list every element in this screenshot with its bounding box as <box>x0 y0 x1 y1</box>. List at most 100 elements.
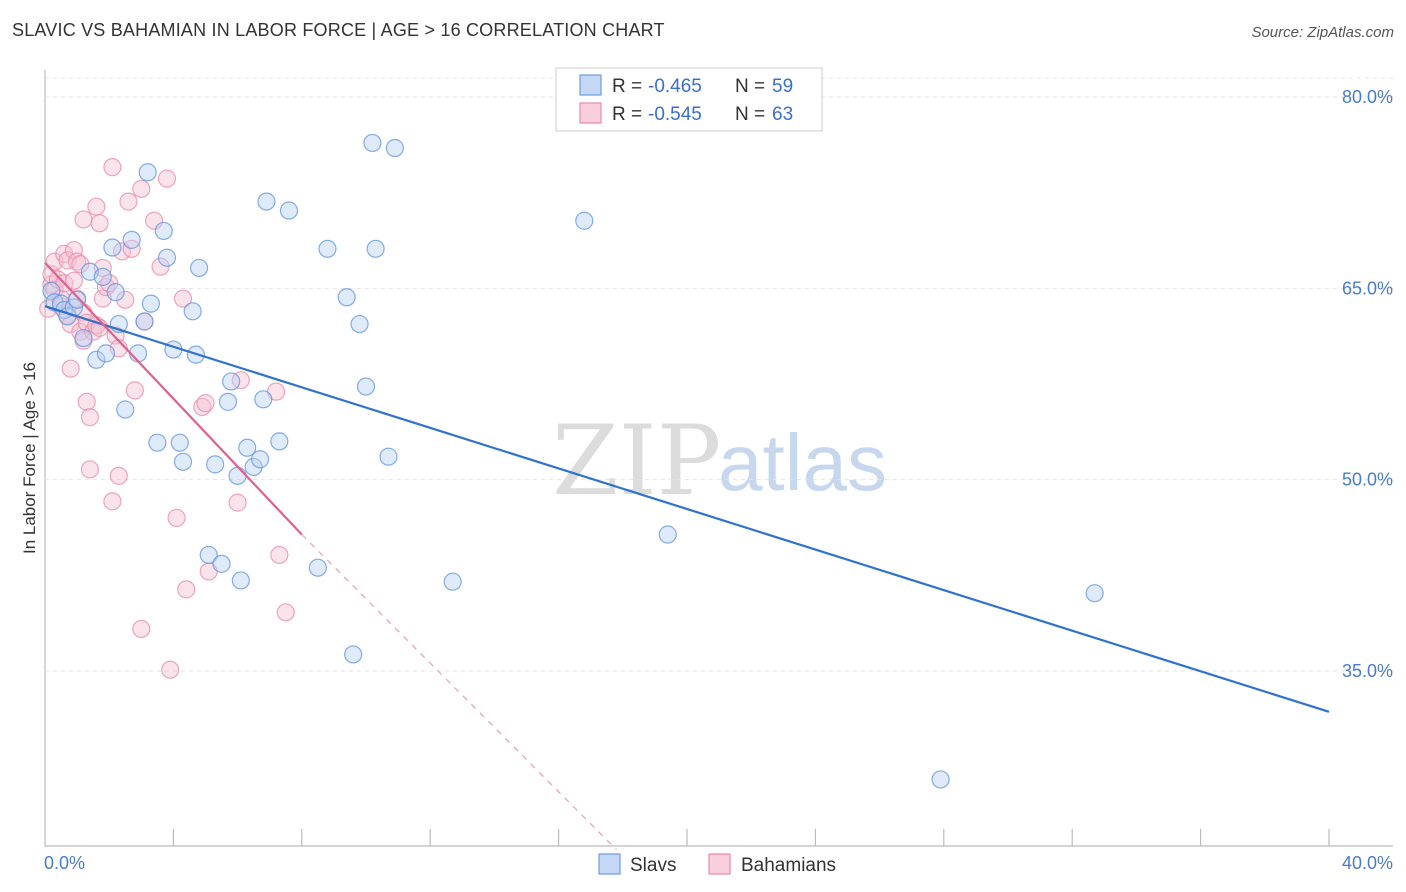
slavs-point-39 <box>250 450 270 469</box>
x-axis-ticks <box>172 829 1330 846</box>
y-tick-label-50: 50.0% <box>1342 470 1393 490</box>
slavs-point-46 <box>337 288 356 307</box>
source-note: Source: ZipAtlas.com <box>1251 24 1394 41</box>
slavs-point-26 <box>173 452 193 471</box>
slavs-point-9 <box>87 350 106 369</box>
bahamians-point-37 <box>103 158 122 177</box>
legend-r-value-slavs: -0.465 <box>648 76 702 97</box>
bahamians-point-46 <box>132 179 151 198</box>
y-tick-label-65: 65.0% <box>1342 278 1393 298</box>
bahamians-point-40 <box>109 466 128 485</box>
slavs-point-53 <box>385 138 404 158</box>
slavs-point-19 <box>138 163 157 182</box>
slavs-point-35 <box>228 466 247 485</box>
slavs-point-45 <box>318 239 337 258</box>
slavs-point-0 <box>42 281 61 300</box>
legend-swatch-bahamians <box>579 102 602 124</box>
bottom-legend-label-slavs: Slavs <box>630 855 676 876</box>
bahamians-point-51 <box>157 169 177 188</box>
bahamians-point-53 <box>167 508 186 528</box>
trend-lines <box>44 262 1330 851</box>
bahamians-point-42 <box>116 290 135 309</box>
slavs-point-49 <box>356 377 376 396</box>
bahamians-point-52 <box>161 660 180 679</box>
slavs-point-27 <box>183 302 202 321</box>
slavs-point-44 <box>308 558 327 577</box>
legend-n-label-bahamians: N = <box>735 104 765 125</box>
bottom-legend-label-bahamians: Bahamians <box>741 855 836 876</box>
legend-r-label-slavs: R = <box>612 76 642 97</box>
slavs-point-6 <box>67 290 87 309</box>
bahamians-point-28 <box>87 197 106 216</box>
bahamians-point-18 <box>71 254 90 274</box>
slavs-trend-line <box>44 305 1330 713</box>
watermark-atlas: atlas <box>718 418 887 507</box>
slavs-point-13 <box>106 283 125 302</box>
bahamians-point-57 <box>196 394 215 413</box>
bahamians-point-60 <box>231 371 250 390</box>
legend-r-value-bahamians: -0.545 <box>648 104 702 125</box>
slavs-point-41 <box>257 192 276 211</box>
legend-r-label-bahamians: R = <box>612 104 642 125</box>
slavs-point-56 <box>658 525 677 544</box>
slavs-point-36 <box>231 571 250 590</box>
y-axis-label: In Labor Force | Age > 16 <box>20 362 39 554</box>
legend-n-value-bahamians: 63 <box>772 104 793 125</box>
y-axis-tick-labels: 35.0% 50.0% 65.0% 80.0% <box>1342 87 1393 681</box>
bahamians-point-31 <box>90 214 109 233</box>
x-tick-label-min: 0.0% <box>44 853 85 873</box>
bahamians-point-23 <box>77 392 96 411</box>
watermark-zip: ZIP <box>552 405 721 517</box>
slavs-point-40 <box>254 390 273 409</box>
bahamians-trend-extension <box>301 534 617 851</box>
bahamians-point-62 <box>270 545 289 565</box>
bahamians-trend-line <box>44 262 303 536</box>
bahamians-point-63 <box>276 603 295 622</box>
slavs-point-22 <box>154 221 173 241</box>
slavs-point-29 <box>189 258 209 278</box>
bahamians-point-43 <box>119 192 138 211</box>
bahamians-point-59 <box>228 493 247 512</box>
slavs-point-42 <box>270 432 289 451</box>
slavs-point-55 <box>575 211 594 230</box>
slavs-point-51 <box>366 239 385 258</box>
slavs-point-15 <box>116 400 135 419</box>
bahamians-point-47 <box>132 619 151 639</box>
slavs-point-12 <box>103 238 122 257</box>
slavs-point-52 <box>379 447 398 466</box>
bahamians-point-36 <box>103 492 122 511</box>
slavs-points <box>42 133 1104 789</box>
slavs-point-20 <box>141 294 161 313</box>
bahamians-point-26 <box>80 460 100 479</box>
slavs-point-37 <box>238 438 257 457</box>
bahamians-point-25 <box>80 408 100 427</box>
chart-title: SLAVIC VS BAHAMIAN IN LABOR FORCE | AGE … <box>12 20 665 40</box>
slavs-point-58 <box>1085 584 1104 603</box>
slavs-point-25 <box>170 433 189 452</box>
bahamians-point-50 <box>151 257 170 276</box>
bahamians-point-15 <box>64 271 83 290</box>
slavs-point-7 <box>74 328 93 348</box>
bahamians-point-55 <box>177 580 196 599</box>
bahamians-point-17 <box>67 252 87 271</box>
slavs-point-43 <box>279 201 299 220</box>
x-tick-label-max: 40.0% <box>1342 853 1393 873</box>
slavs-point-16 <box>122 230 141 249</box>
slavs-point-17 <box>128 344 148 363</box>
y-tick-label-35: 35.0% <box>1342 661 1393 681</box>
slavs-point-32 <box>212 554 231 573</box>
slavs-point-31 <box>206 455 225 474</box>
bahamians-point-13 <box>61 359 80 378</box>
legend-swatch-slavs <box>579 74 602 96</box>
bahamians-point-45 <box>125 381 144 400</box>
slavs-point-21 <box>148 433 167 452</box>
bahamians-point-22 <box>74 210 93 229</box>
y-tick-label-80: 80.0% <box>1342 87 1393 107</box>
slavs-point-47 <box>344 645 363 664</box>
slavs-point-34 <box>222 372 241 391</box>
slavs-point-48 <box>350 314 369 334</box>
slavs-point-11 <box>96 344 116 363</box>
slavs-point-1 <box>45 293 64 312</box>
slavs-point-50 <box>363 133 382 153</box>
